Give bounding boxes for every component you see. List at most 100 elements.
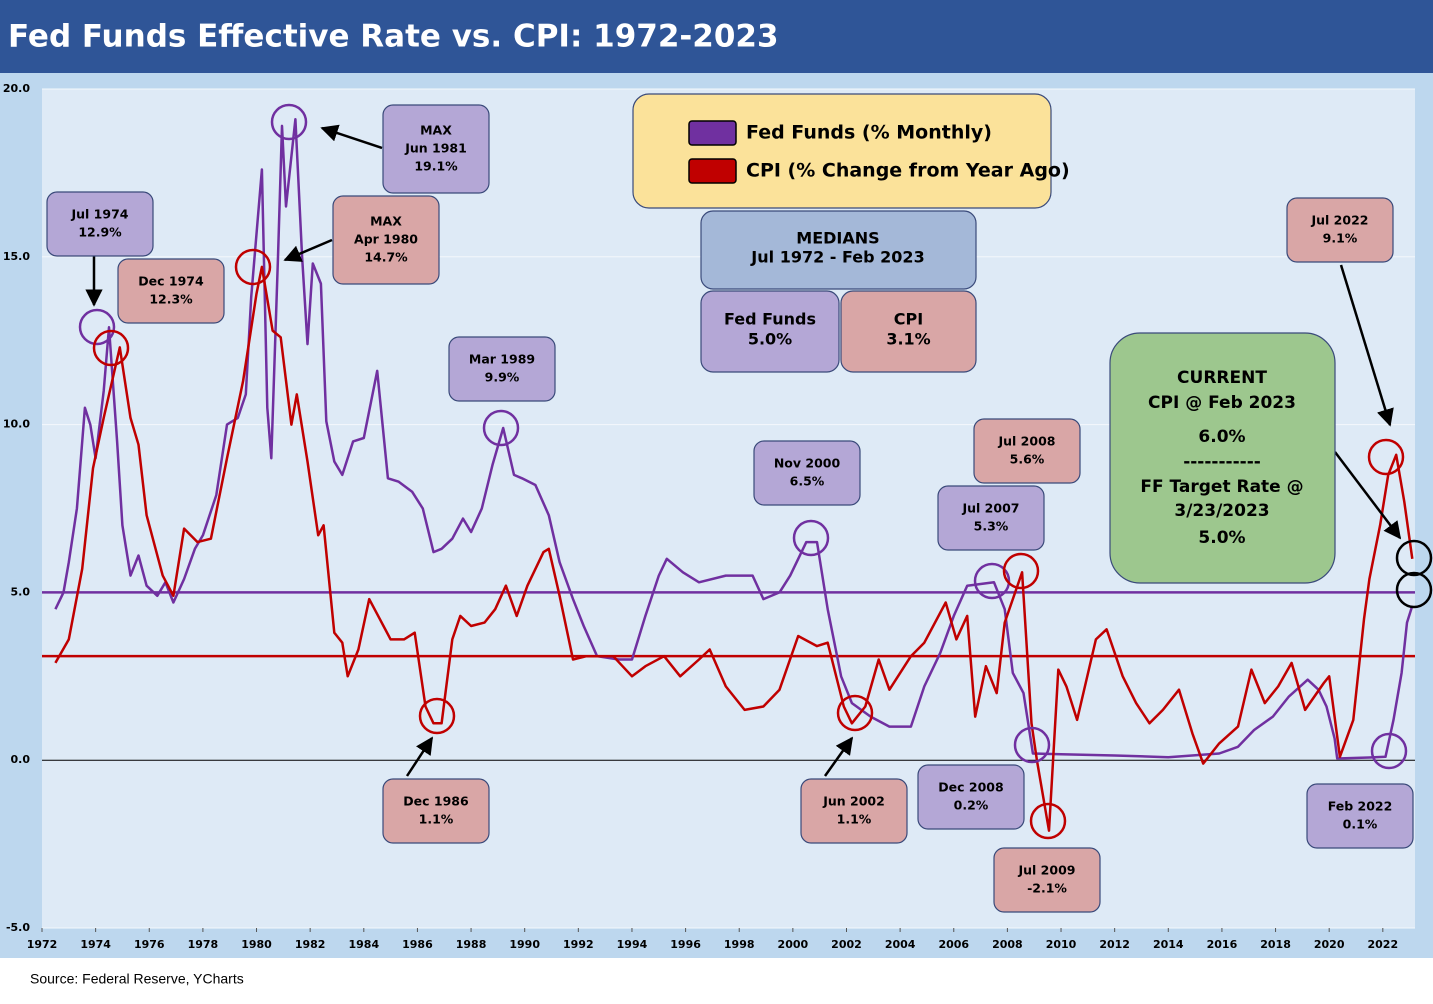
highlight-circle bbox=[973, 562, 1011, 600]
x-tick-label: 1992 bbox=[563, 938, 594, 951]
x-tick-label: 2014 bbox=[1153, 938, 1184, 951]
highlight-circle bbox=[1029, 802, 1067, 840]
highlight-circle bbox=[234, 248, 272, 286]
annotation-text: Dec 2008 bbox=[938, 780, 1003, 795]
annotation-text: Jul 1974 bbox=[71, 207, 129, 222]
x-tick-label: 2006 bbox=[938, 938, 969, 951]
highlight-circle bbox=[78, 308, 116, 346]
annotation-text: Dec 1986 bbox=[403, 794, 469, 809]
highlight-circle bbox=[1370, 732, 1408, 770]
legend-swatch bbox=[688, 158, 737, 184]
arrow bbox=[1339, 264, 1394, 427]
medians-period: Jul 1972 - Feb 2023 bbox=[750, 248, 924, 267]
annotation-text: 1.1% bbox=[419, 812, 454, 827]
y-tick-label: 20.0 bbox=[3, 82, 30, 95]
highlight-circle bbox=[1013, 726, 1051, 764]
median-value-box bbox=[840, 290, 977, 373]
x-tick-label: 1998 bbox=[724, 938, 755, 951]
y-tick-label: 10.0 bbox=[3, 418, 30, 431]
legend-swatch bbox=[688, 120, 737, 146]
x-tick-label: 2004 bbox=[885, 938, 916, 951]
x-tick-label: 2010 bbox=[1046, 938, 1077, 951]
annotation-box bbox=[993, 847, 1101, 913]
annotation-text: 19.1% bbox=[414, 159, 458, 174]
x-tick-label: 1984 bbox=[348, 938, 379, 951]
annotation-text: Jul 2022 bbox=[1311, 213, 1369, 228]
highlight-circle bbox=[836, 694, 874, 732]
annotation-box bbox=[973, 418, 1081, 484]
current-text: 6.0% bbox=[1198, 427, 1245, 447]
annotation-text: 5.6% bbox=[1010, 452, 1045, 467]
annotation-text: 5.3% bbox=[974, 519, 1009, 534]
annotation-text: 0.1% bbox=[1343, 817, 1378, 832]
annotation-text: 0.2% bbox=[954, 798, 989, 813]
x-tick-label: 2016 bbox=[1207, 938, 1238, 951]
annotation-box bbox=[46, 191, 154, 257]
median-name: Fed Funds bbox=[724, 310, 816, 329]
highlight-circle bbox=[1395, 571, 1433, 609]
annotation-text: Jul 2008 bbox=[998, 434, 1056, 449]
highlight-circle bbox=[270, 103, 308, 141]
annotation-box bbox=[332, 195, 440, 285]
chart-title: Fed Funds Effective Rate vs. CPI: 1972-2… bbox=[8, 19, 779, 55]
annotation-text: Jul 2007 bbox=[962, 501, 1020, 516]
highlight-circle bbox=[792, 519, 830, 557]
annotation-box bbox=[382, 778, 490, 844]
medians-box bbox=[700, 210, 977, 290]
current-text: 3/23/2023 bbox=[1174, 501, 1269, 521]
median-value: 5.0% bbox=[748, 330, 792, 349]
current-text: FF Target Rate @ bbox=[1140, 477, 1303, 497]
arrow bbox=[320, 124, 383, 150]
x-tick-label: 1990 bbox=[509, 938, 540, 951]
x-tick-label: 2020 bbox=[1314, 938, 1345, 951]
x-tick-label: 1978 bbox=[188, 938, 219, 951]
x-tick-label: 1994 bbox=[617, 938, 648, 951]
x-tick-label: 2012 bbox=[1099, 938, 1130, 951]
arrow bbox=[405, 736, 434, 777]
annotation-text: -2.1% bbox=[1027, 881, 1067, 896]
arrow bbox=[823, 736, 854, 777]
x-tick-label: 1972 bbox=[27, 938, 58, 951]
highlight-circle bbox=[482, 409, 520, 447]
annotation-text: Jun 1981 bbox=[404, 141, 467, 156]
arrow bbox=[283, 238, 333, 262]
y-tick-label: 0.0 bbox=[11, 753, 31, 766]
current-text: CURRENT bbox=[1177, 368, 1267, 388]
annotation-box bbox=[753, 440, 861, 506]
x-tick-label: 1988 bbox=[456, 938, 487, 951]
annotation-box bbox=[1286, 197, 1394, 263]
current-box bbox=[1109, 332, 1336, 584]
annotation-text: Jul 2009 bbox=[1018, 863, 1076, 878]
annotation-text: MAX bbox=[370, 214, 402, 229]
annotation-box bbox=[382, 104, 490, 194]
series-line bbox=[54, 117, 1414, 760]
annotation-box bbox=[917, 764, 1025, 830]
current-text: ----------- bbox=[1183, 452, 1261, 472]
highlight-circle bbox=[1367, 438, 1405, 476]
annotation-text: MAX bbox=[420, 123, 452, 138]
annotation-text: 6.5% bbox=[790, 474, 825, 489]
annotation-box bbox=[937, 485, 1045, 551]
y-tick-label: 5.0 bbox=[11, 585, 31, 598]
annotation-text: Mar 1989 bbox=[469, 352, 535, 367]
annotation-text: 9.9% bbox=[485, 370, 520, 385]
x-tick-label: 1986 bbox=[402, 938, 433, 951]
x-tick-label: 2018 bbox=[1260, 938, 1291, 951]
annotation-text: 14.7% bbox=[364, 250, 408, 265]
median-value-box bbox=[700, 290, 840, 373]
x-tick-label: 2022 bbox=[1368, 938, 1399, 951]
y-tick-label: -5.0 bbox=[6, 921, 30, 934]
legend-label: Fed Funds (% Monthly) bbox=[746, 122, 992, 144]
arrow bbox=[1334, 451, 1402, 540]
x-tick-label: 2002 bbox=[831, 938, 862, 951]
x-tick-label: 1976 bbox=[134, 938, 165, 951]
annotation-text: Feb 2022 bbox=[1328, 799, 1393, 814]
x-tick-label: 1982 bbox=[295, 938, 326, 951]
annotation-text: Nov 2000 bbox=[774, 456, 841, 471]
legend-label: CPI (% Change from Year Ago) bbox=[746, 160, 1070, 182]
annotation-text: Jun 2002 bbox=[822, 794, 885, 809]
current-text: 5.0% bbox=[1198, 528, 1245, 548]
medians-title: MEDIANS bbox=[796, 229, 879, 248]
highlight-circle bbox=[418, 697, 456, 735]
